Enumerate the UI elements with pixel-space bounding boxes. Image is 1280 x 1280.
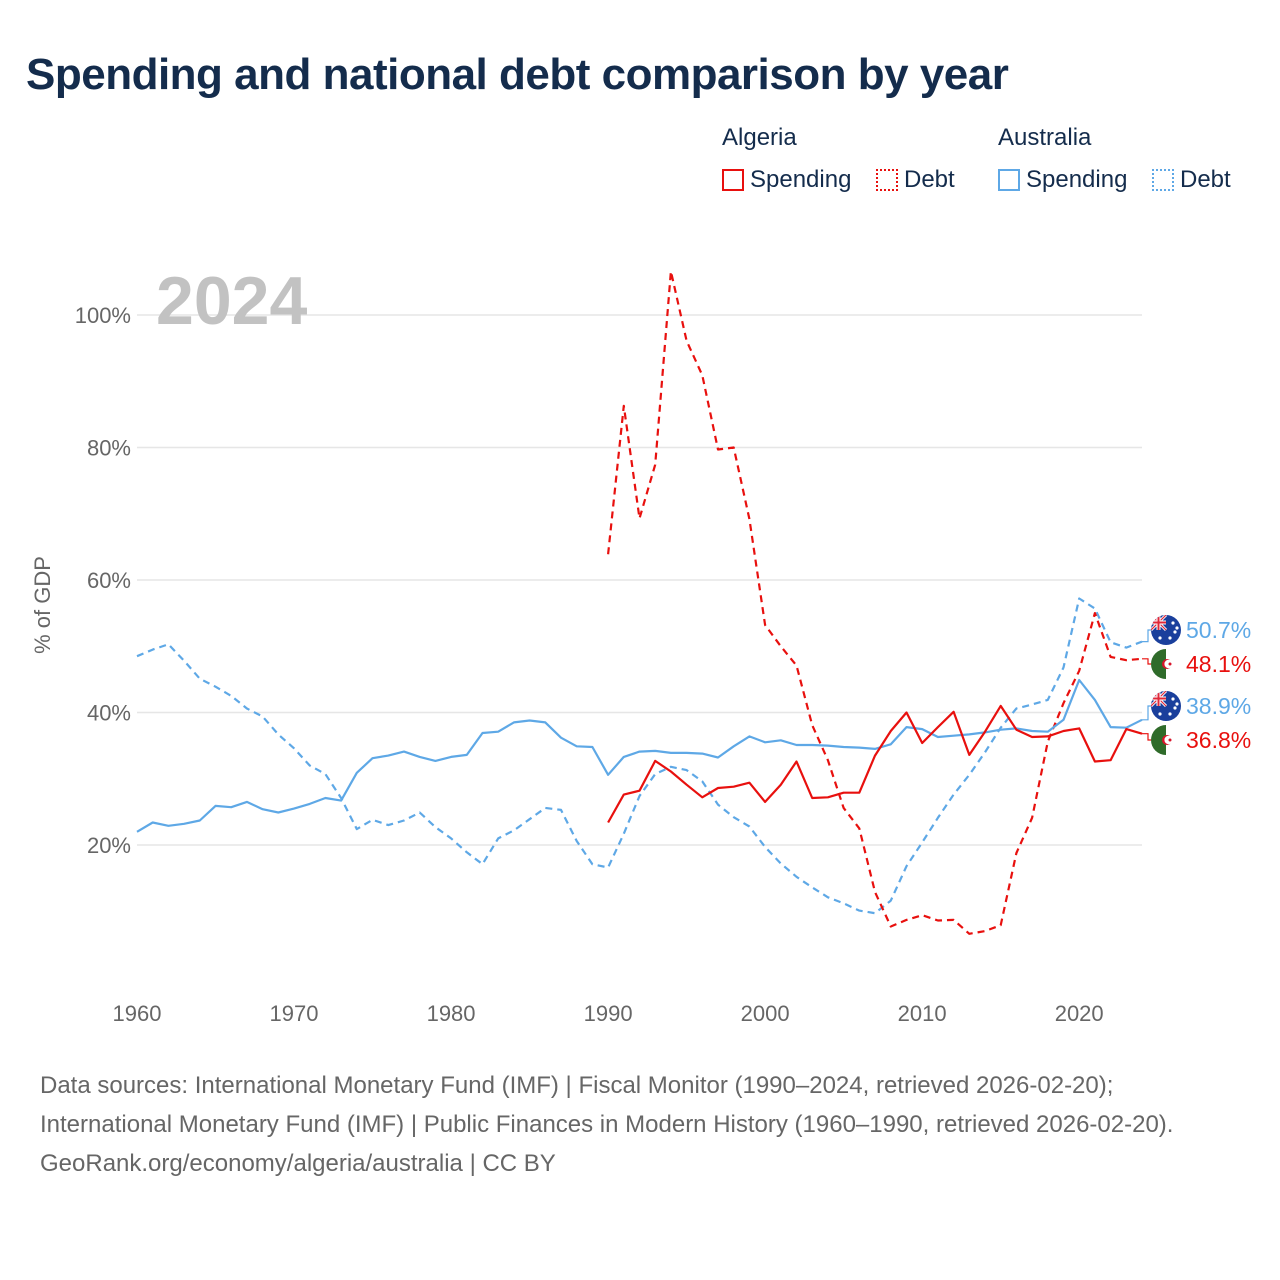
y-tick-label: 40% — [87, 701, 131, 726]
y-axis: 20% 40% 60% 80% 100% — [75, 303, 131, 858]
x-tick-label: 1970 — [270, 1001, 319, 1026]
credit-line[interactable]: GeoRank.org/economy/algeria/australia | … — [40, 1150, 556, 1177]
series-line-australia-debt[interactable] — [136, 597, 1143, 915]
x-tick-label: 2000 — [741, 1001, 790, 1026]
dotted-swatch-icon — [876, 169, 898, 191]
australia-flag-icon — [1151, 615, 1181, 645]
end-connector — [1142, 658, 1151, 665]
end-connector — [1142, 733, 1151, 741]
y-tick-label: 60% — [87, 568, 131, 593]
y-tick-label: 100% — [75, 303, 131, 328]
end-value-label: 50.7% — [1186, 617, 1251, 643]
x-tick-label: 2020 — [1055, 1001, 1104, 1026]
chart-title: Spending and national debt comparison by… — [26, 50, 1009, 99]
end-labels: 50.7% 48.1% 38.9% 36.8% — [1142, 615, 1251, 755]
australia-flag-icon — [1151, 691, 1181, 721]
series-line-australia-spending[interactable] — [136, 678, 1143, 833]
y-axis-label: % of GDP — [30, 556, 55, 654]
x-tick-label: 1980 — [427, 1001, 476, 1026]
end-connector — [1142, 629, 1151, 643]
footer: Data sources: International Monetary Fun… — [40, 1066, 1240, 1183]
legend-algeria-title: Algeria — [722, 124, 797, 151]
legend-australia-spending[interactable]: Spending — [998, 166, 1127, 194]
y-tick-label: 80% — [87, 436, 131, 461]
x-tick-label: 1960 — [113, 1001, 162, 1026]
legend-group-australia: Australia Spending Debt — [998, 124, 1268, 204]
legend-algeria-spending-label: Spending — [750, 166, 852, 193]
legend-algeria-spending[interactable]: Spending — [722, 166, 851, 194]
solid-swatch-icon — [998, 169, 1020, 191]
grid-layer — [137, 314, 1142, 846]
year-label: 2024 — [156, 263, 307, 339]
x-tick-label: 2010 — [898, 1001, 947, 1026]
end-connector — [1142, 705, 1151, 721]
dotted-swatch-icon — [1152, 169, 1174, 191]
solid-swatch-icon — [722, 169, 744, 191]
algeria-flag-icon — [1151, 725, 1181, 755]
legend-algeria-debt-label: Debt — [904, 166, 955, 193]
legend-australia-debt-label: Debt — [1180, 166, 1231, 193]
legend-australia-spending-label: Spending — [1026, 166, 1128, 193]
chart-canvas: 2024 20% 40% 60% 80% 100% 1960 1970 1980 1990 20… — [30, 263, 1251, 1026]
data-sources: Data sources: International Monetary Fun… — [40, 1072, 1174, 1138]
legend-australia-debt[interactable]: Debt — [1152, 166, 1231, 194]
end-value-label: 36.8% — [1186, 727, 1251, 753]
legend-algeria-debt[interactable]: Debt — [876, 166, 955, 194]
legend-group-algeria: Algeria Spending Debt — [722, 124, 982, 204]
x-axis: 1960 1970 1980 1990 2000 2010 2020 — [113, 1001, 1104, 1026]
series-line-algeria-spending[interactable] — [607, 704, 1143, 824]
legend-australia-title: Australia — [998, 124, 1092, 151]
algeria-flag-icon — [1151, 649, 1181, 679]
end-value-label: 38.9% — [1186, 693, 1251, 719]
end-value-label: 48.1% — [1186, 651, 1251, 677]
x-tick-label: 1990 — [584, 1001, 633, 1026]
y-tick-label: 20% — [87, 833, 131, 858]
series-line-algeria-debt[interactable] — [607, 270, 1143, 935]
series-layer — [136, 270, 1143, 935]
